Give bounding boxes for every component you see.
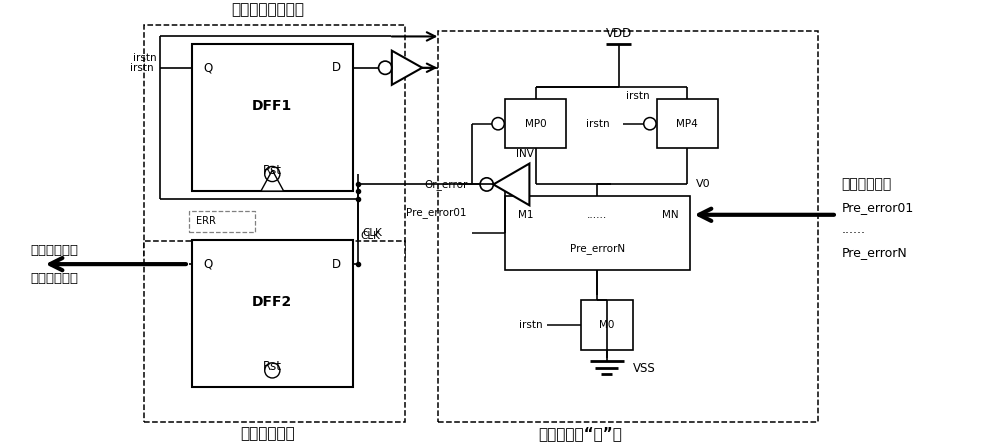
Text: irstn: irstn bbox=[626, 91, 649, 101]
Polygon shape bbox=[493, 163, 529, 205]
Polygon shape bbox=[261, 170, 284, 191]
Text: VDD: VDD bbox=[605, 27, 632, 40]
Text: Q: Q bbox=[203, 258, 212, 271]
Text: Q: Q bbox=[203, 61, 212, 74]
Bar bbox=[192, 44, 353, 191]
Bar bbox=[505, 196, 690, 270]
Bar bbox=[144, 25, 405, 258]
Text: ERR: ERR bbox=[196, 216, 216, 226]
Text: DFF2: DFF2 bbox=[252, 295, 292, 309]
Text: MP0: MP0 bbox=[525, 119, 546, 129]
Text: 控制信号产生模块: 控制信号产生模块 bbox=[231, 3, 304, 17]
Polygon shape bbox=[392, 51, 422, 85]
Text: INV: INV bbox=[516, 149, 534, 159]
Bar bbox=[192, 240, 353, 388]
Text: Or_error: Or_error bbox=[424, 179, 468, 190]
Text: Pre_error01: Pre_error01 bbox=[406, 207, 467, 218]
Bar bbox=[144, 242, 405, 422]
Text: ......: ...... bbox=[587, 210, 607, 220]
Text: 总错误预测信: 总错误预测信 bbox=[30, 244, 78, 257]
Text: irstn: irstn bbox=[130, 63, 154, 73]
Text: MN: MN bbox=[662, 210, 679, 220]
Bar bbox=[505, 99, 566, 148]
Text: 多输入动态“或”门: 多输入动态“或”门 bbox=[539, 426, 623, 441]
Text: irstn: irstn bbox=[519, 320, 543, 330]
Text: Rst: Rst bbox=[263, 164, 282, 177]
Text: VSS: VSS bbox=[633, 362, 656, 375]
Text: 错误预测信号: 错误预测信号 bbox=[842, 178, 892, 191]
Bar bbox=[189, 211, 255, 232]
Text: M1: M1 bbox=[518, 210, 533, 220]
Text: ......: ...... bbox=[842, 223, 866, 237]
Bar bbox=[438, 31, 818, 422]
Text: CLK: CLK bbox=[362, 228, 382, 238]
Bar bbox=[657, 99, 718, 148]
Text: Pre_errorN: Pre_errorN bbox=[570, 243, 625, 254]
Text: irstn: irstn bbox=[133, 53, 157, 63]
Text: irstn: irstn bbox=[586, 119, 610, 129]
Text: DFF1: DFF1 bbox=[252, 99, 292, 113]
Text: Pre_error01: Pre_error01 bbox=[842, 201, 914, 214]
Text: M0: M0 bbox=[599, 320, 614, 330]
Text: 号的采样信号: 号的采样信号 bbox=[30, 272, 78, 285]
Text: Pre_errorN: Pre_errorN bbox=[842, 246, 907, 259]
Text: MP4: MP4 bbox=[676, 119, 698, 129]
Bar bbox=[581, 300, 633, 349]
Text: CLK: CLK bbox=[361, 231, 380, 241]
Text: D: D bbox=[332, 258, 341, 271]
Text: Rst: Rst bbox=[263, 360, 282, 373]
Text: 信号采样模块: 信号采样模块 bbox=[240, 426, 295, 441]
Text: V0: V0 bbox=[696, 179, 711, 189]
Text: D: D bbox=[332, 61, 341, 74]
